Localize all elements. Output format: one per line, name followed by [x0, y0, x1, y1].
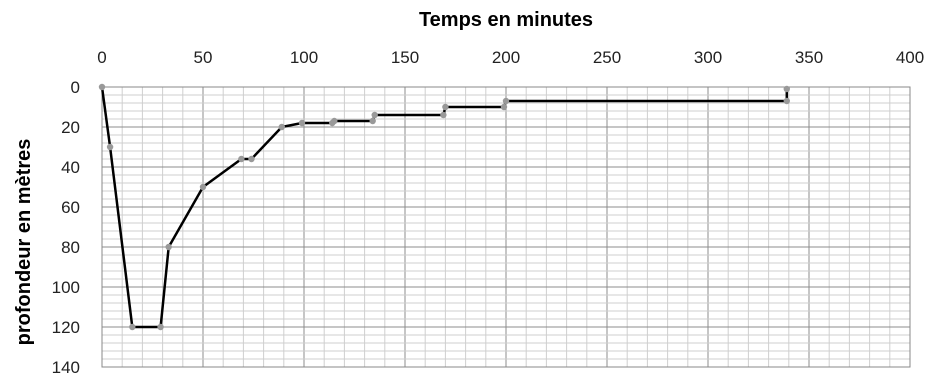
data-point	[238, 155, 245, 163]
data-point	[783, 85, 790, 93]
y-tick-label: 20	[61, 118, 80, 137]
y-tick-label: 120	[52, 318, 80, 337]
x-tick-label: 350	[795, 48, 823, 67]
data-point	[440, 111, 447, 119]
data-point	[199, 183, 207, 191]
data-point	[165, 243, 172, 251]
y-tick-label: 40	[61, 158, 80, 177]
x-axis-title: Temps en minutes	[419, 9, 593, 31]
series-markers	[98, 83, 790, 331]
x-tick-label: 0	[97, 48, 106, 67]
plot-area-border	[101, 86, 911, 368]
y-axis-ticks: 0 20 40 60 80 100 120 140	[52, 78, 80, 377]
x-tick-label: 50	[194, 48, 213, 67]
x-axis-ticks: 0 50 100 150 200 250 300 350 400	[97, 48, 924, 67]
y-axis-title: profondeur en mètres	[13, 139, 35, 346]
y-tick-label: 80	[61, 238, 80, 257]
data-point	[298, 119, 306, 127]
data-point	[248, 155, 255, 163]
y-tick-label: 140	[52, 358, 80, 377]
x-tick-label: 100	[290, 48, 318, 67]
data-point	[331, 117, 338, 125]
data-point	[157, 323, 164, 331]
x-tick-label: 200	[492, 48, 520, 67]
data-point	[502, 97, 510, 105]
gridlines	[101, 86, 911, 368]
x-tick-label: 250	[593, 48, 621, 67]
y-tick-label: 100	[52, 278, 80, 297]
x-tick-label: 400	[896, 48, 924, 67]
y-tick-label: 60	[61, 198, 80, 217]
y-tick-label: 0	[71, 78, 80, 97]
x-tick-label: 150	[391, 48, 419, 67]
data-point	[98, 83, 106, 91]
data-point	[500, 103, 508, 111]
data-point	[442, 103, 449, 111]
data-point	[371, 111, 378, 119]
data-point	[129, 323, 136, 331]
data-point	[106, 143, 114, 151]
data-point	[783, 97, 790, 105]
data-point	[278, 123, 285, 131]
data-point	[369, 117, 376, 125]
series-line	[100, 86, 789, 329]
x-tick-label: 300	[694, 48, 722, 67]
